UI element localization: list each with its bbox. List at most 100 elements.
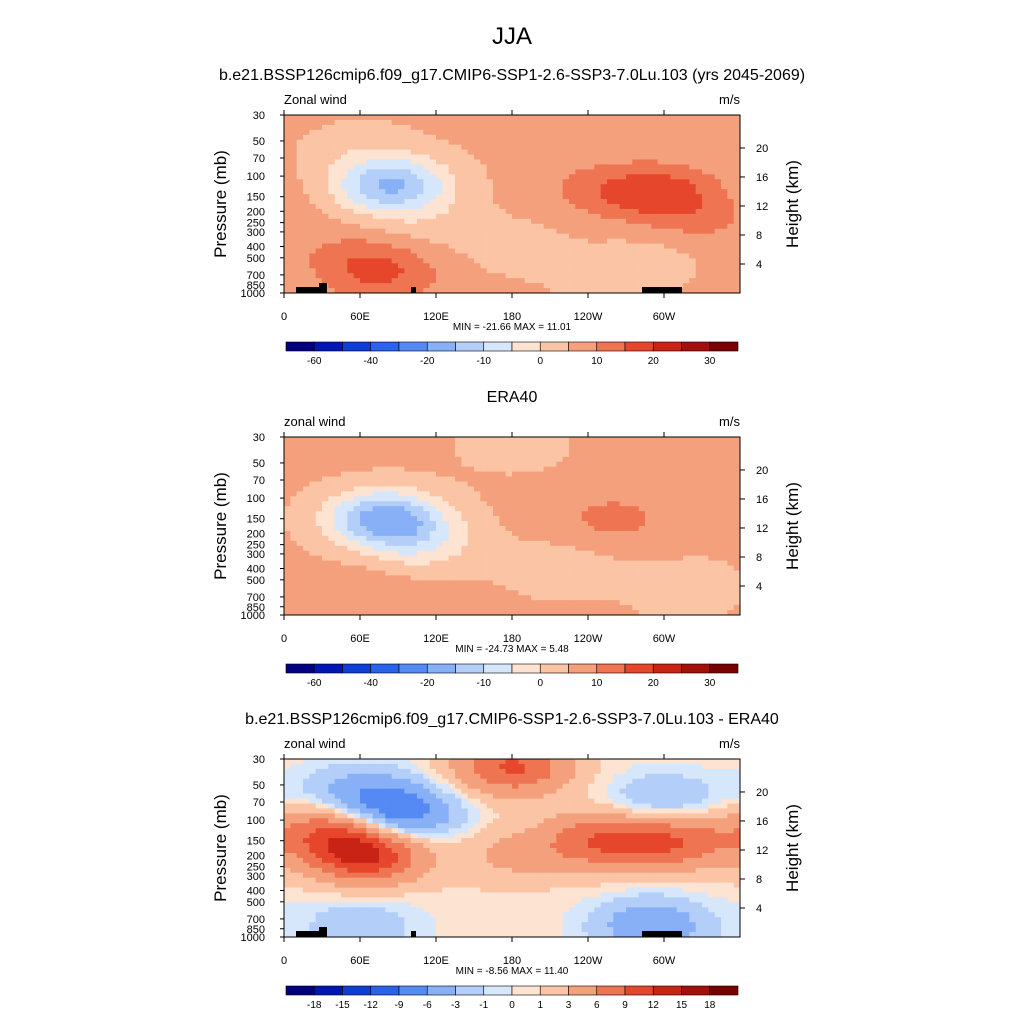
field-cell — [461, 159, 469, 166]
field-cell — [315, 139, 323, 146]
field-cell — [581, 189, 589, 195]
field-cell — [512, 199, 519, 205]
field-cell — [543, 164, 551, 170]
field-cell — [556, 570, 564, 577]
field-cell — [480, 555, 488, 562]
field-cell — [607, 218, 614, 225]
field-cell — [613, 268, 621, 274]
field-cell — [480, 521, 488, 527]
field-cell — [531, 530, 538, 537]
field-cell — [581, 238, 589, 245]
field-cell — [708, 278, 716, 284]
field-cell — [448, 124, 456, 131]
field-cell — [727, 451, 735, 458]
field-cell — [505, 570, 513, 577]
field-cell — [347, 179, 355, 185]
field-cell — [543, 283, 551, 289]
field-cell — [448, 565, 456, 572]
field-cell — [505, 258, 513, 264]
field-cell — [702, 238, 709, 245]
field-cell — [562, 248, 570, 255]
field-cell — [366, 144, 374, 151]
field-cell — [423, 526, 431, 532]
field-cell — [645, 174, 652, 180]
field-cell — [638, 134, 646, 141]
field-cell — [385, 174, 393, 180]
field-cell — [398, 471, 405, 478]
field-cell — [461, 530, 469, 537]
field-cell — [626, 461, 633, 468]
field-cell — [638, 535, 646, 542]
field-cell — [290, 496, 298, 502]
field-cell — [645, 565, 652, 572]
field-cell — [423, 129, 431, 136]
field-cell — [410, 540, 418, 547]
field-cell — [600, 213, 608, 220]
field-cell — [676, 119, 684, 126]
field-cell — [632, 486, 640, 492]
field-cell — [708, 124, 716, 131]
field-cell — [442, 496, 450, 502]
field-cell — [550, 248, 557, 255]
field-cell — [638, 115, 646, 121]
field-cell — [588, 243, 595, 250]
field-cell — [366, 575, 374, 581]
field-cell — [556, 194, 564, 200]
field-cell — [391, 199, 399, 205]
field-cell — [664, 273, 671, 279]
field-cell — [619, 575, 627, 581]
field-cell — [467, 590, 475, 596]
field-cell — [303, 179, 310, 185]
field-cell — [569, 238, 576, 245]
field-cell — [588, 491, 595, 497]
field-cell — [284, 521, 291, 527]
field-cell — [372, 278, 380, 284]
field-cell — [562, 540, 570, 547]
field-cell — [499, 169, 507, 175]
field-cell — [600, 253, 608, 259]
field-cell — [436, 456, 443, 463]
field-cell — [689, 526, 697, 532]
field-cell — [512, 243, 519, 250]
field-cell — [727, 471, 735, 478]
field-cell — [404, 461, 412, 468]
field-cell — [309, 585, 317, 591]
field-cell — [493, 441, 500, 448]
field-cell — [676, 208, 684, 215]
field-cell — [404, 253, 412, 259]
field-cell — [334, 501, 342, 507]
field-cell — [347, 164, 355, 170]
field-cell — [353, 476, 361, 483]
field-cell — [651, 550, 659, 557]
field-cell — [315, 491, 323, 497]
field-cell — [429, 268, 437, 274]
field-cell — [436, 174, 443, 180]
field-cell — [727, 580, 735, 586]
field-cell — [347, 560, 355, 567]
field-cell — [391, 565, 399, 572]
field-cell — [651, 208, 659, 215]
field-cell — [474, 530, 481, 537]
field-cell — [341, 243, 348, 250]
field-cell — [347, 501, 355, 507]
field-cell — [695, 273, 703, 279]
field-cell — [733, 486, 740, 492]
field-cell — [309, 441, 317, 448]
field-cell — [290, 491, 298, 497]
field-cell — [423, 263, 431, 269]
field-cell — [429, 466, 437, 473]
field-cell — [379, 263, 386, 269]
field-cell — [645, 516, 652, 522]
field-cell — [404, 288, 412, 293]
field-cell — [341, 189, 348, 195]
field-cell — [683, 159, 690, 166]
field-cell — [461, 208, 469, 215]
field-cell — [379, 268, 386, 274]
field-cell — [322, 144, 329, 151]
field-cell — [404, 496, 412, 502]
field-cell — [505, 169, 513, 175]
field-cell — [385, 134, 393, 141]
field-cell — [499, 535, 507, 542]
field-cell — [600, 233, 608, 240]
field-cell — [588, 169, 595, 175]
